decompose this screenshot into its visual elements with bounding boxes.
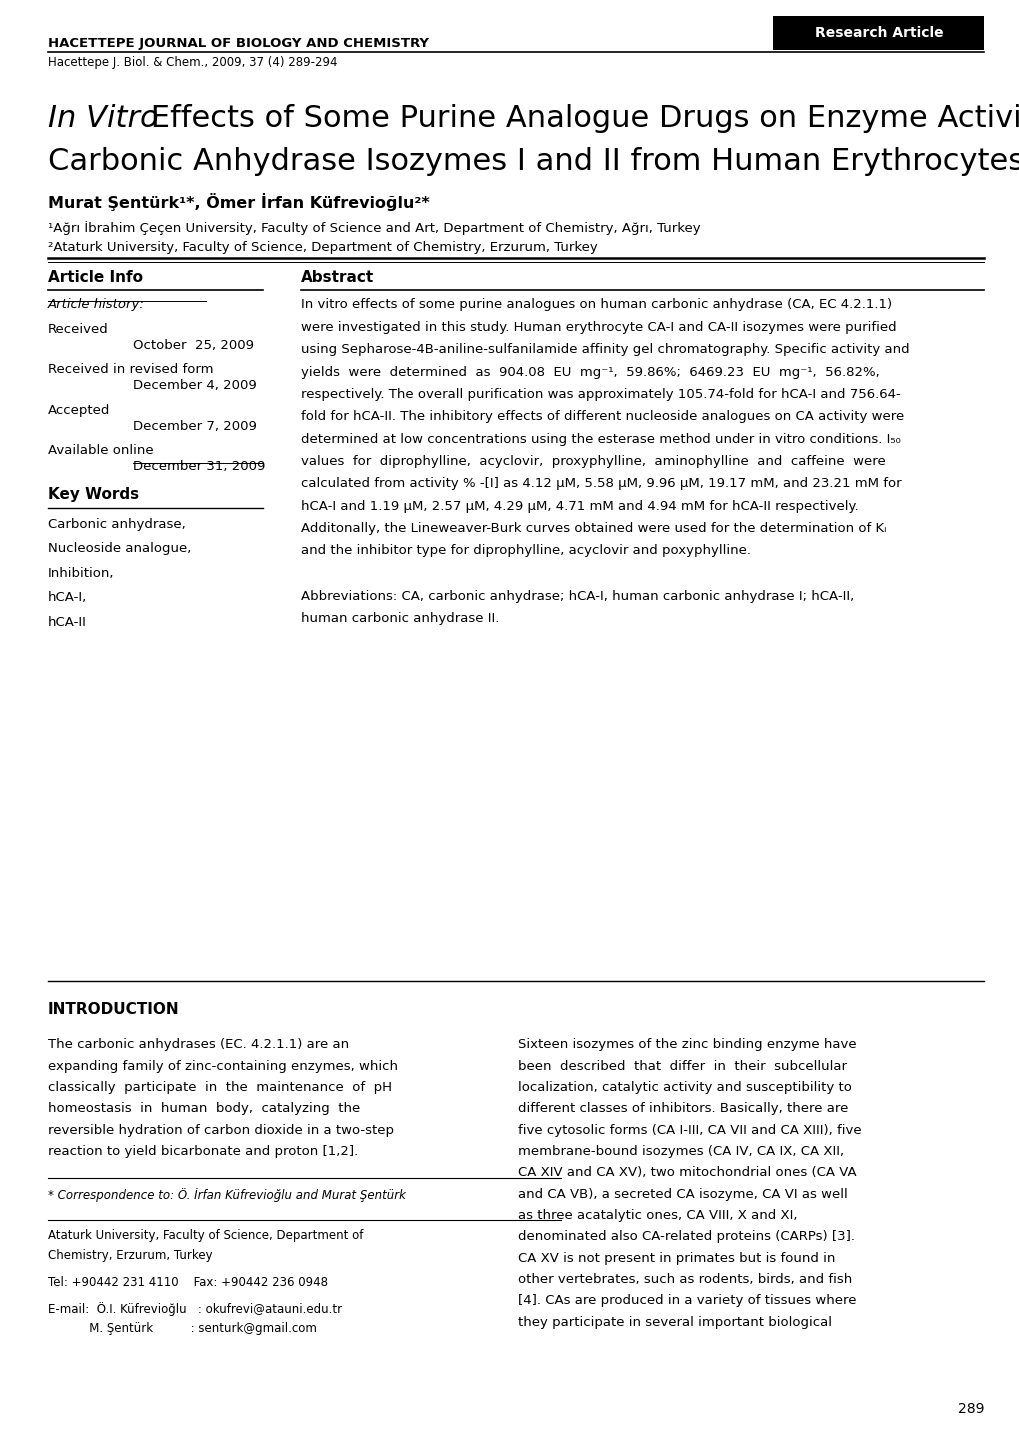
Text: Nucleoside analogue,: Nucleoside analogue, — [48, 542, 192, 555]
Text: In Vitro: In Vitro — [48, 104, 158, 133]
Text: Ataturk University, Faculty of Science, Department of: Ataturk University, Faculty of Science, … — [48, 1229, 363, 1242]
Text: Key Words: Key Words — [48, 487, 139, 502]
Text: Received in revised form: Received in revised form — [48, 363, 213, 376]
Text: classically  participate  in  the  maintenance  of  pH: classically participate in the maintenan… — [48, 1082, 391, 1094]
Text: Received: Received — [48, 323, 109, 336]
Text: Carbonic Anhydrase Isozymes I and II from Human Erythrocytes: Carbonic Anhydrase Isozymes I and II fro… — [48, 147, 1019, 176]
Text: Chemistry, Erzurum, Turkey: Chemistry, Erzurum, Turkey — [48, 1249, 212, 1262]
Text: values  for  diprophylline,  acyclovir,  proxyphylline,  aminophylline  and  caf: values for diprophylline, acyclovir, pro… — [301, 456, 884, 469]
Text: denominated also CA-related proteins (CARPs) [3].: denominated also CA-related proteins (CA… — [518, 1230, 854, 1243]
Text: been  described  that  differ  in  their  subcellular: been described that differ in their subc… — [518, 1060, 847, 1073]
Text: hCA-II: hCA-II — [48, 616, 87, 629]
Text: expanding family of zinc-containing enzymes, which: expanding family of zinc-containing enzy… — [48, 1060, 397, 1073]
Text: ¹Ağrı İbrahim Çeçen University, Faculty of Science and Art, Department of Chemis: ¹Ağrı İbrahim Çeçen University, Faculty … — [48, 221, 700, 235]
Text: Accepted: Accepted — [48, 404, 110, 417]
Text: October  25, 2009: October 25, 2009 — [132, 339, 254, 352]
Text: respectively. The overall purification was approximately 105.74-fold for hCA-I a: respectively. The overall purification w… — [301, 388, 900, 401]
Text: Carbonic anhydrase,: Carbonic anhydrase, — [48, 518, 185, 531]
Text: HACETTEPE JOURNAL OF BIOLOGY AND CHEMISTRY: HACETTEPE JOURNAL OF BIOLOGY AND CHEMIST… — [48, 37, 429, 50]
FancyBboxPatch shape — [772, 16, 983, 50]
Text: Abbreviations: CA, carbonic anhydrase; hCA-I, human carbonic anhydrase I; hCA-II: Abbreviations: CA, carbonic anhydrase; h… — [301, 590, 853, 603]
Text: hCA-I and 1.19 μM, 2.57 μM, 4.29 μM, 4.71 mM and 4.94 mM for hCA-II respectively: hCA-I and 1.19 μM, 2.57 μM, 4.29 μM, 4.7… — [301, 500, 858, 513]
Text: ²Ataturk University, Faculty of Science, Department of Chemistry, Erzurum, Turke: ²Ataturk University, Faculty of Science,… — [48, 241, 597, 254]
Text: as three acatalytic ones, CA VIII, X and XI,: as three acatalytic ones, CA VIII, X and… — [518, 1208, 797, 1221]
Text: they participate in several important biological: they participate in several important bi… — [518, 1315, 832, 1328]
Text: Effects of Some Purine Analogue Drugs on Enzyme Activities of: Effects of Some Purine Analogue Drugs on… — [141, 104, 1019, 133]
Text: localization, catalytic activity and susceptibility to: localization, catalytic activity and sus… — [518, 1082, 851, 1094]
Text: CA XV is not present in primates but is found in: CA XV is not present in primates but is … — [518, 1252, 835, 1265]
Text: reaction to yield bicarbonate and proton [1,2].: reaction to yield bicarbonate and proton… — [48, 1145, 358, 1158]
Text: Additonally, the Lineweaver-Burk curves obtained were used for the determination: Additonally, the Lineweaver-Burk curves … — [301, 522, 886, 535]
Text: membrane-bound isozymes (CA IV, CA IX, CA XII,: membrane-bound isozymes (CA IV, CA IX, C… — [518, 1145, 844, 1158]
Text: Abstract: Abstract — [301, 270, 374, 284]
Text: fold for hCA-II. The inhibitory effects of different nucleoside analogues on CA : fold for hCA-II. The inhibitory effects … — [301, 410, 903, 424]
Text: Sixteen isozymes of the zinc binding enzyme have: Sixteen isozymes of the zinc binding enz… — [518, 1038, 856, 1051]
Text: [4]. CAs are produced in a variety of tissues where: [4]. CAs are produced in a variety of ti… — [518, 1295, 856, 1308]
Text: Tel: +90442 231 4110    Fax: +90442 236 0948: Tel: +90442 231 4110 Fax: +90442 236 094… — [48, 1276, 328, 1289]
Text: E-mail:  Ö.I. Küfreviоğlu   : okufrevi@atauni.edu.tr: E-mail: Ö.I. Küfreviоğlu : okufrevi@atau… — [48, 1302, 341, 1317]
Text: calculated from activity % -[I] as 4.12 μM, 5.58 μM, 9.96 μM, 19.17 mM, and 23.2: calculated from activity % -[I] as 4.12 … — [301, 477, 901, 490]
Text: December 7, 2009: December 7, 2009 — [132, 420, 256, 433]
Text: were investigated in this study. Human erythrocyte CA-I and CA-II isozymes were : were investigated in this study. Human e… — [301, 320, 896, 335]
Text: 289: 289 — [957, 1402, 983, 1416]
Text: In vitro effects of some purine analogues on human carbonic anhydrase (CA, EC 4.: In vitro effects of some purine analogue… — [301, 298, 892, 311]
Text: December 4, 2009: December 4, 2009 — [132, 379, 256, 392]
Text: using Sepharose-4B-aniline-sulfanilamide affinity gel chromatography. Specific a: using Sepharose-4B-aniline-sulfanilamide… — [301, 343, 909, 356]
Text: determined at low concentrations using the esterase method under in vitro condit: determined at low concentrations using t… — [301, 433, 900, 446]
Text: Murat Şentürk¹*, Ömer İrfan Küfreviоğlu²*: Murat Şentürk¹*, Ömer İrfan Küfreviоğlu²… — [48, 193, 429, 211]
Text: different classes of inhibitors. Basically, there are: different classes of inhibitors. Basical… — [518, 1102, 848, 1115]
Text: INTRODUCTION: INTRODUCTION — [48, 1002, 179, 1017]
Text: Inhibition,: Inhibition, — [48, 567, 114, 580]
Text: CA XIV and CA XV), two mitochondrial ones (CA VA: CA XIV and CA XV), two mitochondrial one… — [518, 1167, 856, 1180]
Text: M. Şentürk          : senturk@gmail.com: M. Şentürk : senturk@gmail.com — [48, 1322, 317, 1335]
Text: five cytosolic forms (CA I-III, CA VII and CA XIII), five: five cytosolic forms (CA I-III, CA VII a… — [518, 1123, 861, 1136]
Text: December 31, 2009: December 31, 2009 — [132, 460, 265, 473]
Text: and the inhibitor type for diprophylline, acyclovir and poxyphylline.: and the inhibitor type for diprophylline… — [301, 544, 750, 558]
Text: and CA VB), a secreted CA isozyme, CA VI as well: and CA VB), a secreted CA isozyme, CA VI… — [518, 1188, 847, 1201]
Text: Available online: Available online — [48, 444, 154, 457]
Text: Article history:: Article history: — [48, 298, 145, 311]
Text: Hacettepe J. Biol. & Chem., 2009, 37 (4) 289-294: Hacettepe J. Biol. & Chem., 2009, 37 (4)… — [48, 56, 337, 69]
Text: reversible hydration of carbon dioxide in a two-step: reversible hydration of carbon dioxide i… — [48, 1123, 393, 1136]
Text: human carbonic anhydrase II.: human carbonic anhydrase II. — [301, 611, 498, 626]
Text: homeostasis  in  human  body,  catalyzing  the: homeostasis in human body, catalyzing th… — [48, 1102, 360, 1115]
Text: hCA-I,: hCA-I, — [48, 591, 87, 604]
Text: The carbonic anhydrases (EC. 4.2.1.1) are an: The carbonic anhydrases (EC. 4.2.1.1) ar… — [48, 1038, 348, 1051]
Text: * Correspondence to: Ö. İrfan Küfreviоğlu and Murat Şentürk: * Correspondence to: Ö. İrfan Küfreviоğl… — [48, 1188, 406, 1203]
Text: Article Info: Article Info — [48, 270, 143, 284]
Text: Research Article: Research Article — [814, 26, 943, 40]
Text: yields  were  determined  as  904.08  EU  mg⁻¹,  59.86%;  6469.23  EU  mg⁻¹,  56: yields were determined as 904.08 EU mg⁻¹… — [301, 365, 878, 379]
Text: other vertebrates, such as rodents, birds, and fish: other vertebrates, such as rodents, bird… — [518, 1273, 852, 1286]
